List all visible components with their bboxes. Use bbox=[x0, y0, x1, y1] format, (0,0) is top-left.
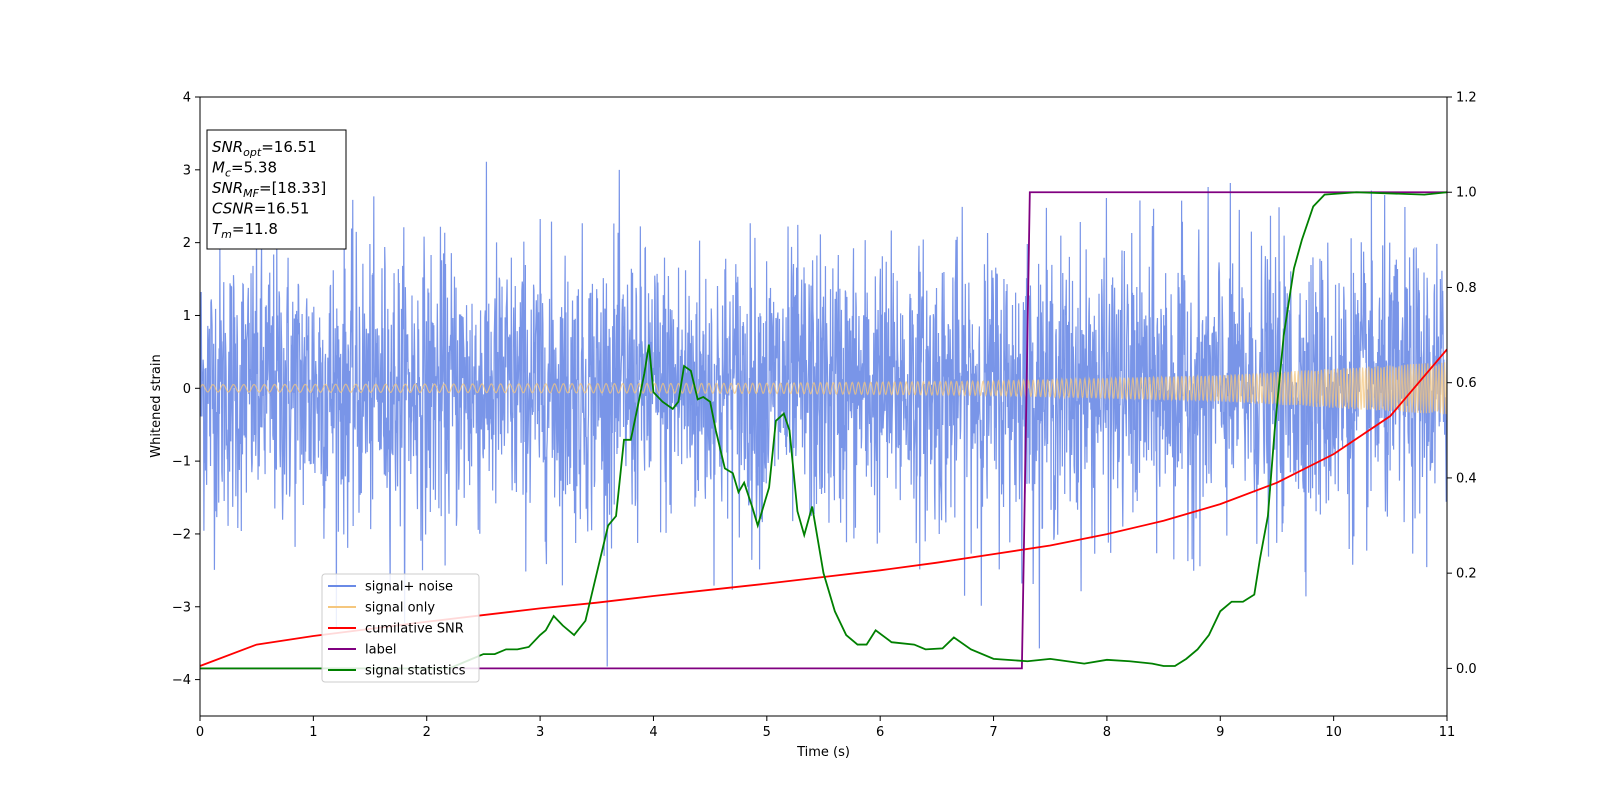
y-tick-label: −1 bbox=[172, 455, 191, 470]
x-tick-label: 4 bbox=[649, 725, 657, 740]
y2-tick-label: 1.0 bbox=[1456, 186, 1477, 201]
series-line-signal-statistics bbox=[200, 191, 1447, 670]
y2-tick-label: 0.2 bbox=[1456, 567, 1477, 582]
info-line: Tm=11.8 bbox=[212, 220, 278, 241]
y2-tick-label: 0.8 bbox=[1456, 281, 1477, 296]
x-tick-label: 8 bbox=[1103, 725, 1111, 740]
series-line-label bbox=[200, 191, 1447, 670]
x-tick-label: 9 bbox=[1216, 725, 1224, 740]
legend bbox=[321, 573, 480, 683]
y2-tick-label: 0.0 bbox=[1456, 662, 1477, 677]
legend-label: signal+ noise bbox=[365, 580, 453, 595]
info-line: SNRMF=[18.33] bbox=[212, 179, 326, 200]
y-tick-label: −2 bbox=[172, 527, 191, 542]
legend-label: signal statistics bbox=[365, 664, 466, 679]
legend-label: label bbox=[365, 643, 396, 658]
series-line-signal-noise bbox=[200, 161, 1447, 667]
y-tick-label: 4 bbox=[183, 91, 191, 106]
x-tick-label: 2 bbox=[423, 725, 431, 740]
y-tick-label: −3 bbox=[172, 600, 191, 615]
y2-tick-label: 0.6 bbox=[1456, 376, 1477, 391]
y-tick-label: 1 bbox=[183, 309, 191, 324]
x-tick-label: 1 bbox=[309, 725, 317, 740]
y-tick-label: −4 bbox=[172, 673, 191, 688]
x-tick-label: 0 bbox=[196, 725, 204, 740]
x-tick-label: 11 bbox=[1439, 725, 1456, 740]
x-tick-label: 5 bbox=[763, 725, 771, 740]
y2-tick-label: 1.2 bbox=[1456, 91, 1477, 106]
x-tick-label: 10 bbox=[1325, 725, 1342, 740]
y2-tick-label: 0.4 bbox=[1456, 471, 1477, 486]
info-box bbox=[206, 129, 347, 250]
legend-label: signal only bbox=[365, 601, 435, 616]
y-axis-label: Whitened strain bbox=[149, 354, 164, 457]
x-tick-label: 7 bbox=[989, 725, 997, 740]
y-tick-label: 2 bbox=[183, 236, 191, 251]
x-tick-label: 6 bbox=[876, 725, 884, 740]
legend-label: cumilative SNR bbox=[365, 622, 464, 637]
series-line-signal-only bbox=[200, 362, 1447, 415]
info-line: Mc=5.38 bbox=[212, 159, 277, 180]
x-axis-label: Time (s) bbox=[796, 745, 850, 760]
info-line: CSNR=16.51 bbox=[212, 200, 309, 218]
y-tick-label: 3 bbox=[183, 163, 191, 178]
info-line: SNRopt=16.51 bbox=[212, 138, 317, 159]
plot-frame bbox=[199, 96, 1448, 717]
y-tick-label: 0 bbox=[183, 382, 191, 397]
x-tick-label: 3 bbox=[536, 725, 544, 740]
